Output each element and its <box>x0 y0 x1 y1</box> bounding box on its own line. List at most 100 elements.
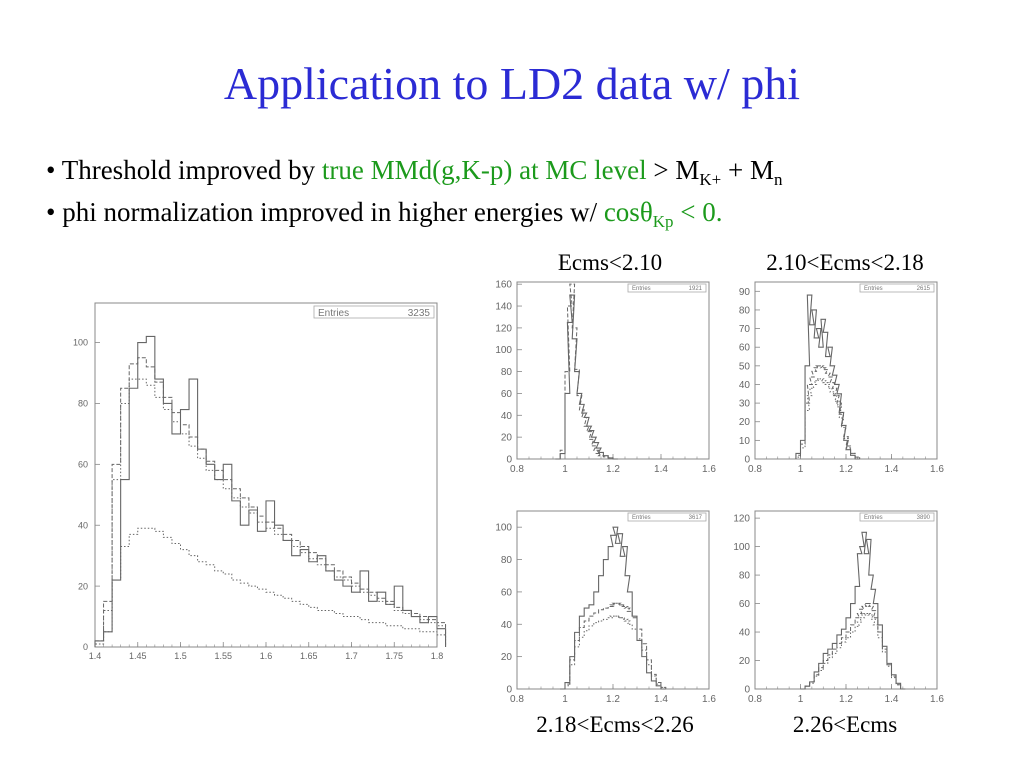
y-tick-label-p2: 60 <box>739 343 751 354</box>
plot-frame-p4 <box>754 510 938 690</box>
y-tick-label-p2: 70 <box>739 324 751 335</box>
stat-value-p3: 3617 <box>689 515 703 521</box>
y-tick-label-p4: 60 <box>739 599 751 610</box>
y-tick-label-p3: 60 <box>501 587 513 598</box>
stat-name-p3: Entries <box>632 515 651 521</box>
x-tick-label-p2: 1.6 <box>930 464 944 475</box>
x-tick-label-p3: 1.2 <box>606 694 620 705</box>
x-tick-label-p4: 1.2 <box>839 694 853 705</box>
x-tick-label-p4: 1.6 <box>930 694 944 705</box>
slide-title: Application to LD2 data w/ phi <box>223 58 801 109</box>
stat-name-large: Entries <box>318 308 349 319</box>
histogram-series-large-solid <box>94 335 447 647</box>
histogram-series-large-dotted <box>94 378 447 647</box>
x-tick-label-p1: 1.6 <box>702 464 716 475</box>
x-tick-label-large: 1.4 <box>89 651 102 661</box>
y-tick-label-p1: 0 <box>506 455 512 466</box>
x-tick-label-p4: 1 <box>798 694 804 705</box>
plot-frame-p3 <box>516 510 710 690</box>
y-tick-label-large: 40 <box>78 520 88 530</box>
bullet-1-relation: > M <box>646 155 700 185</box>
stat-box-p3 <box>627 512 707 522</box>
y-tick-label-p1: 120 <box>495 323 512 334</box>
y-tick-label-large: 60 <box>78 459 88 469</box>
histogram-series-large-dashed <box>94 357 447 647</box>
y-tick-label-p4: 0 <box>744 685 750 696</box>
y-tick-label-p1: 160 <box>495 280 512 291</box>
x-tick-label-p1: 1 <box>562 464 568 475</box>
y-tick-label-p2: 20 <box>739 417 751 428</box>
x-tick-label-p2: 0.8 <box>748 464 762 475</box>
x-tick-label-p3: 0.8 <box>510 694 524 705</box>
y-tick-label-p3: 0 <box>506 685 512 696</box>
y-tick-label-p1: 60 <box>501 389 513 400</box>
y-tick-label-p2: 50 <box>739 361 751 372</box>
histogram-series-p4-solid <box>800 531 906 690</box>
bullet-1-subscript-kplus: K+ <box>699 170 722 189</box>
histogram-series-p3-dotted <box>560 615 667 690</box>
stat-value-large: 3235 <box>408 308 431 319</box>
stat-box-large <box>313 305 435 319</box>
y-tick-label-p2: 0 <box>744 455 750 466</box>
bullet-1-subscript-n: n <box>773 170 783 189</box>
y-tick-label-p2: 40 <box>739 380 751 391</box>
y-tick-label-p2: 10 <box>739 436 751 447</box>
y-tick-label-p4: 40 <box>739 628 751 639</box>
x-tick-label-large: 1.8 <box>431 651 444 661</box>
bullet-1-green-text: true MMd(g,K-p) at MC level <box>321 155 647 185</box>
x-tick-label-large: 1.75 <box>385 651 403 661</box>
histogram-series-p1-dashed <box>555 283 618 460</box>
panel-label-ecms-2-10-to-2-18: 2.10<Ecms<2.18 <box>766 250 924 275</box>
y-tick-label-large: 20 <box>78 581 88 591</box>
histogram-series-p2-dotted <box>795 378 861 459</box>
y-tick-label-p3: 20 <box>501 652 513 663</box>
x-tick-label-p2: 1 <box>798 464 804 475</box>
x-tick-label-p2: 1.2 <box>839 464 853 475</box>
x-tick-label-p2: 1.4 <box>885 464 899 475</box>
stat-name-p1: Entries <box>632 286 651 292</box>
bullet-normalization: • phi normalization improved in higher e… <box>46 196 723 231</box>
bullet-1-plus: + M <box>721 155 774 185</box>
x-tick-label-p4: 1.4 <box>885 694 899 705</box>
bullet-2-green-text: cosθ <box>603 197 653 227</box>
stat-name-p2: Entries <box>864 286 883 292</box>
y-tick-label-p3: 80 <box>501 555 513 566</box>
x-tick-label-large: 1.5 <box>174 651 187 661</box>
x-tick-label-p1: 1.4 <box>654 464 668 475</box>
y-tick-label-p2: 30 <box>739 399 751 410</box>
bullet-threshold: • Threshold improved by true MMd(g,K-p) … <box>46 154 783 189</box>
histogram-series-large-dotted <box>94 527 447 647</box>
stat-value-p1: 1921 <box>689 286 703 292</box>
histogram-series-p3-solid <box>560 526 666 690</box>
y-tick-label-p1: 40 <box>501 411 513 422</box>
x-tick-label-large: 1.6 <box>260 651 273 661</box>
x-tick-label-p1: 0.8 <box>510 464 524 475</box>
stat-box-p4 <box>859 512 935 522</box>
x-tick-label-p4: 0.8 <box>748 694 762 705</box>
histogram-series-p3-dashed <box>560 602 667 690</box>
y-tick-label-p3: 100 <box>495 523 512 534</box>
x-tick-label-p1: 1.2 <box>606 464 620 475</box>
panel-label-ecms-above-2-26: 2.26<Ecms <box>792 712 898 737</box>
y-tick-label-p1: 80 <box>501 367 513 378</box>
stat-name-p4: Entries <box>864 515 883 521</box>
stat-value-p4: 3890 <box>917 515 931 521</box>
y-tick-label-p3: 40 <box>501 620 513 631</box>
x-tick-label-p3: 1 <box>562 694 568 705</box>
bullet-1-prefix: • Threshold improved by <box>46 155 322 185</box>
bullet-2-prefix: • phi normalization improved in higher e… <box>46 197 604 227</box>
x-tick-label-large: 1.7 <box>345 651 358 661</box>
panel-label-ecms-below-2-10: Ecms<2.10 <box>557 250 663 275</box>
y-tick-label-large: 80 <box>78 399 88 409</box>
histogram-series-p1-solid <box>555 294 618 460</box>
plot-frame-p1 <box>516 281 710 460</box>
y-tick-label-p1: 100 <box>495 345 512 356</box>
y-tick-label-large: 0 <box>83 642 88 652</box>
x-tick-label-large: 1.65 <box>300 651 318 661</box>
bullet-2-subscript-kp: Kp <box>652 212 674 231</box>
y-tick-label-p1: 140 <box>495 302 512 313</box>
y-tick-label-p4: 20 <box>739 656 751 667</box>
x-tick-label-large: 1.55 <box>214 651 232 661</box>
y-tick-label-p4: 120 <box>733 514 750 525</box>
